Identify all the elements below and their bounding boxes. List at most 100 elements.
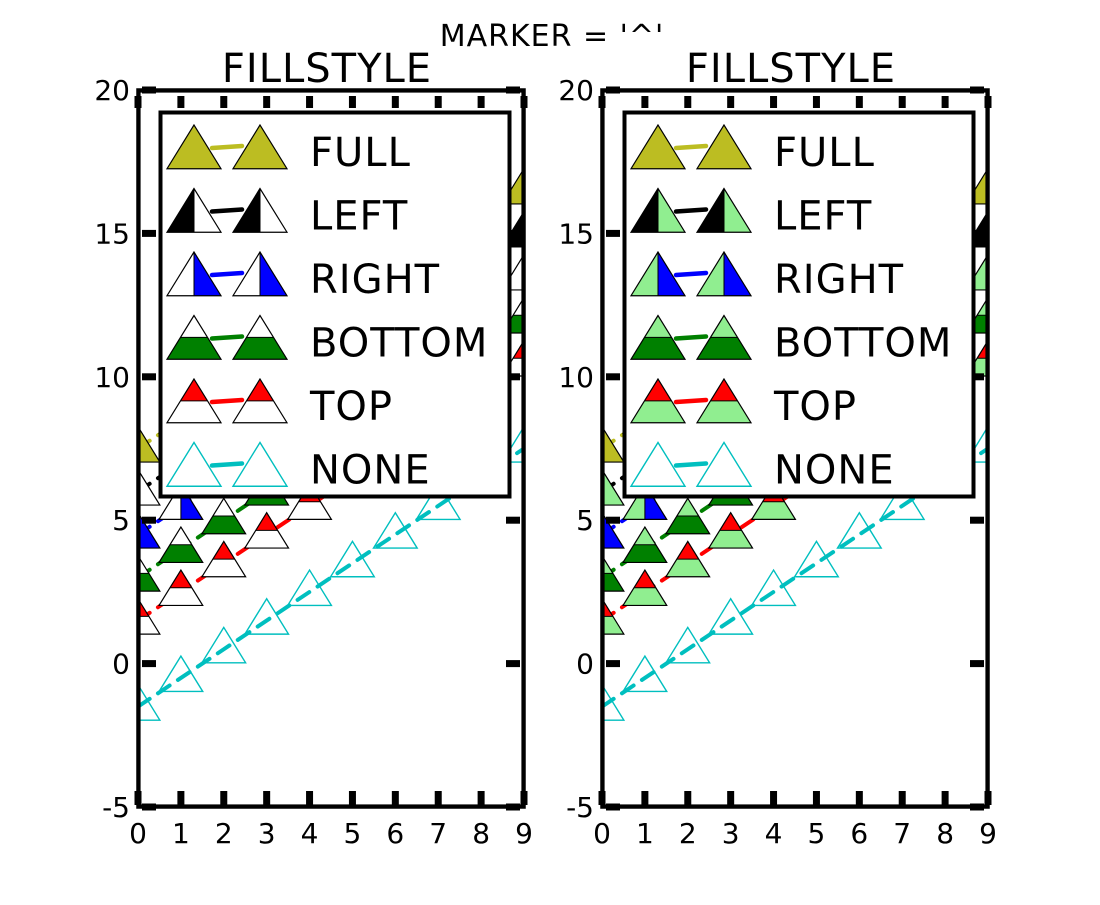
y-tick-label-5: 20 bbox=[94, 74, 130, 107]
legend-label-left: LEFT bbox=[774, 194, 872, 240]
x-tick-label-5: 5 bbox=[808, 817, 826, 850]
y-tick-mark-left-4 bbox=[142, 229, 156, 237]
marker-none-7 bbox=[415, 482, 462, 521]
legend-label-right: RIGHT bbox=[310, 257, 440, 303]
legend-marker-left-b bbox=[231, 187, 289, 233]
marker-top-1 bbox=[621, 568, 668, 607]
legend-line-full bbox=[673, 143, 709, 151]
x-tick-label-7: 7 bbox=[893, 817, 911, 850]
legend-marker-top-b bbox=[231, 377, 289, 424]
x-tick-mark-bottom-5 bbox=[812, 791, 820, 805]
marker-none-1 bbox=[157, 654, 204, 693]
x-tick-mark-bottom-8 bbox=[941, 791, 949, 805]
x-tick-mark-bottom-8 bbox=[477, 791, 485, 805]
legend-line-full bbox=[209, 143, 245, 151]
axes-frame bbox=[136, 88, 526, 809]
x-tick-label-8: 8 bbox=[472, 817, 490, 850]
y-tick-label-0: -5 bbox=[102, 791, 130, 824]
x-tick-mark-top-0 bbox=[598, 96, 606, 108]
legend-marker-full-a bbox=[629, 123, 687, 170]
marker-top-2 bbox=[664, 540, 711, 578]
marker-none-7 bbox=[879, 482, 926, 521]
marker-none-9 bbox=[964, 425, 988, 463]
legend-entry-full: FULL bbox=[629, 123, 874, 176]
legend-marker-bottom-b bbox=[695, 314, 753, 360]
legend-marker-none-b bbox=[695, 441, 753, 487]
y-tick-label-2: 5 bbox=[112, 504, 130, 537]
x-tick-label-3: 3 bbox=[258, 817, 276, 850]
x-tick-label-9: 9 bbox=[515, 817, 533, 850]
x-tick-mark-bottom-9 bbox=[984, 791, 992, 805]
legend-label-full: FULL bbox=[310, 130, 411, 176]
y-tick-mark-left-5 bbox=[606, 86, 620, 94]
x-tick-mark-bottom-7 bbox=[898, 791, 906, 805]
y-tick-mark-left-3 bbox=[142, 373, 156, 381]
y-tick-mark-right-1 bbox=[970, 660, 984, 668]
x-tick-mark-top-1 bbox=[641, 96, 649, 108]
y-tick-label-3: 10 bbox=[558, 361, 594, 394]
legend-label-none: NONE bbox=[774, 448, 895, 494]
legend-label-right: RIGHT bbox=[774, 257, 904, 303]
legend-entry-full: FULL bbox=[165, 123, 411, 176]
legend-entry-none: NONE bbox=[629, 441, 895, 494]
axes-frame bbox=[600, 88, 990, 809]
y-tick-mark-right-0 bbox=[506, 803, 520, 811]
x-tick-mark-bottom-7 bbox=[434, 791, 442, 805]
legend-label-left: LEFT bbox=[310, 194, 408, 240]
marker-top-3 bbox=[243, 511, 290, 549]
legend-marker-left-a bbox=[165, 187, 223, 233]
legend-marker-left-b bbox=[695, 187, 753, 233]
legend-marker-full-b bbox=[231, 123, 289, 170]
marker-full-9 bbox=[501, 167, 524, 205]
y-tick-mark-right-4 bbox=[506, 229, 520, 237]
x-tick-mark-bottom-1 bbox=[177, 791, 185, 805]
y-tick-mark-left-3 bbox=[606, 373, 620, 381]
marker-bottom-2 bbox=[664, 497, 711, 535]
legend-marker-full-a bbox=[165, 123, 223, 170]
legend-line-left bbox=[209, 207, 245, 214]
x-tick-mark-bottom-6 bbox=[855, 791, 863, 805]
x-tick-mark-bottom-9 bbox=[520, 791, 528, 805]
marker-none-9 bbox=[500, 425, 524, 463]
legend-entry-left: LEFT bbox=[165, 187, 408, 240]
x-tick-label-5: 5 bbox=[344, 817, 362, 850]
x-tick-mark-bottom-6 bbox=[391, 791, 399, 805]
marker-none-2 bbox=[200, 626, 247, 664]
legend-marker-right-a bbox=[629, 250, 687, 297]
y-tick-mark-right-4 bbox=[970, 229, 984, 237]
legend-entry-bottom: BOTTOM bbox=[629, 314, 951, 367]
legend-line-right bbox=[673, 270, 709, 278]
y-tick-mark-right-1 bbox=[506, 660, 520, 668]
marker-top-0 bbox=[138, 597, 161, 635]
x-tick-mark-top-8 bbox=[477, 96, 485, 108]
x-tick-label-6: 6 bbox=[850, 817, 868, 850]
marker-bottom-1 bbox=[621, 525, 668, 564]
marker-none-2 bbox=[664, 626, 711, 664]
legend-label-top: TOP bbox=[309, 384, 393, 430]
legend-label-bottom: BOTTOM bbox=[310, 321, 488, 367]
x-tick-mark-bottom-5 bbox=[348, 791, 356, 805]
x-tick-label-2: 2 bbox=[679, 817, 697, 850]
legend-line-none bbox=[673, 461, 709, 468]
legend-marker-bottom-a bbox=[165, 314, 223, 360]
legend-line-bottom bbox=[209, 334, 245, 341]
y-tick-mark-right-3 bbox=[506, 373, 520, 381]
x-tick-label-1: 1 bbox=[636, 817, 654, 850]
legend-marker-none-a bbox=[629, 441, 687, 487]
marker-none-5 bbox=[329, 540, 376, 578]
legend: FULL LEFT RIGHT BOTTOM TOP NONE bbox=[622, 110, 976, 499]
x-tick-label-2: 2 bbox=[215, 817, 233, 850]
y-tick-label-4: 15 bbox=[94, 217, 130, 250]
legend-line-right bbox=[209, 270, 245, 278]
marker-full-0 bbox=[602, 425, 625, 463]
x-tick-label-1: 1 bbox=[172, 817, 190, 850]
y-tick-label-1: 0 bbox=[576, 648, 594, 681]
legend-label-none: NONE bbox=[310, 448, 431, 494]
x-tick-label-4: 4 bbox=[765, 817, 783, 850]
x-tick-mark-top-6 bbox=[391, 96, 399, 108]
legend-label-top: TOP bbox=[773, 384, 857, 430]
legend-entry-left: LEFT bbox=[629, 187, 872, 240]
legend-marker-right-a bbox=[165, 250, 223, 297]
